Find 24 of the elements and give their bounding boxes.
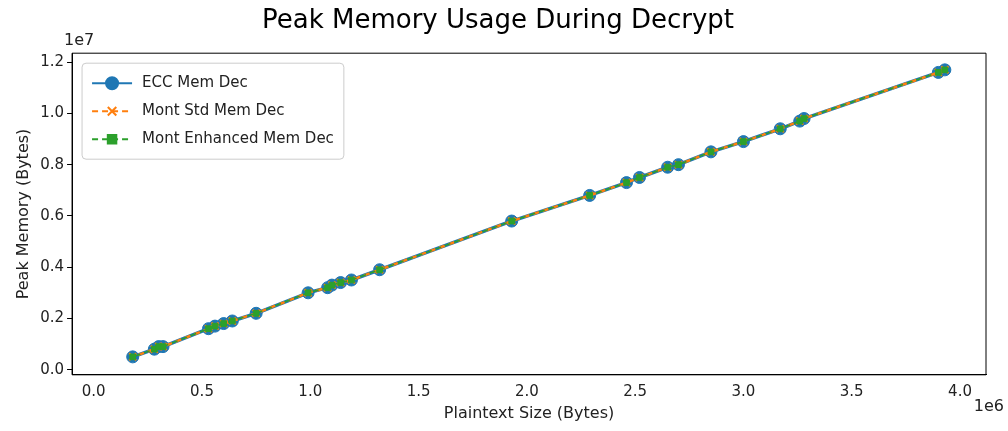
legend-label: ECC Mem Dec: [142, 73, 248, 92]
x-tick-label: 2.0: [514, 381, 539, 400]
y-tick-label: 0.8: [40, 154, 65, 173]
x-tick-label: 1.5: [406, 381, 431, 400]
y-axis-title: Peak Memory (Bytes): [12, 128, 32, 300]
y-tick-label: 0.4: [40, 257, 65, 276]
x-tick-label: 0.0: [81, 381, 106, 400]
x-tick-label: 0.5: [190, 381, 214, 400]
x-tick-label: 1.0: [298, 381, 323, 400]
y-tick-label: 0.6: [40, 205, 65, 224]
y-tick-label: 1.0: [40, 103, 65, 122]
y-tick-label: 1.2: [40, 52, 65, 71]
x-tick-label: 2.5: [623, 381, 648, 400]
x-tick-label: 4.0: [948, 381, 972, 400]
chart-title: Peak Memory Usage During Decrypt: [261, 4, 735, 35]
x-tick-label: 3.5: [839, 381, 864, 400]
legend-label: Mont Enhanced Mem Dec: [142, 129, 334, 148]
text: 1e6: [973, 395, 1004, 415]
legend-label: Mont Std Mem Dec: [142, 101, 285, 120]
x-tick-label: 3.0: [731, 381, 756, 400]
x-axis-title: Plaintext Size (Bytes): [443, 402, 615, 422]
text: 1e7: [64, 30, 95, 50]
y-tick-label: 0.2: [40, 308, 65, 327]
y-tick-label: 0.0: [40, 359, 65, 378]
